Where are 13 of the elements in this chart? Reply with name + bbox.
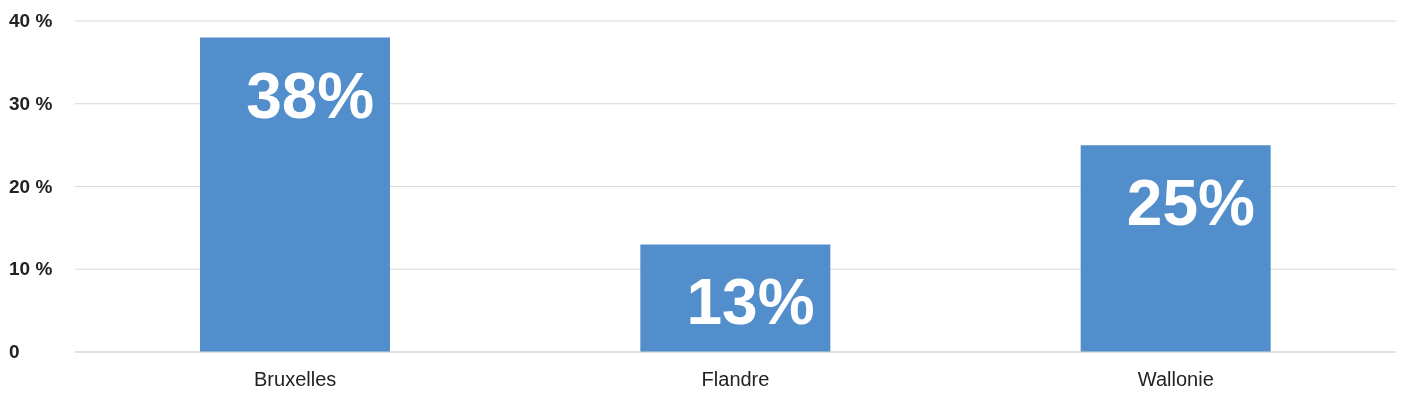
x-tick-label: Wallonie bbox=[1137, 368, 1214, 391]
data-label: 25% bbox=[1126, 167, 1255, 240]
y-tick-label: 0 bbox=[9, 341, 20, 362]
bar bbox=[200, 37, 390, 352]
y-tick-label: 40 % bbox=[9, 10, 53, 31]
y-tick-label: 30 % bbox=[9, 92, 53, 114]
y-tick-label: 20 % bbox=[9, 175, 53, 197]
bar bbox=[1080, 145, 1271, 352]
x-tick-label: Flandre bbox=[701, 368, 770, 391]
x-tick-label: Bruxelles bbox=[254, 368, 337, 391]
data-label: 38% bbox=[246, 59, 375, 132]
y-tick-label: 10 % bbox=[9, 258, 53, 280]
data-label: 13% bbox=[686, 266, 815, 339]
